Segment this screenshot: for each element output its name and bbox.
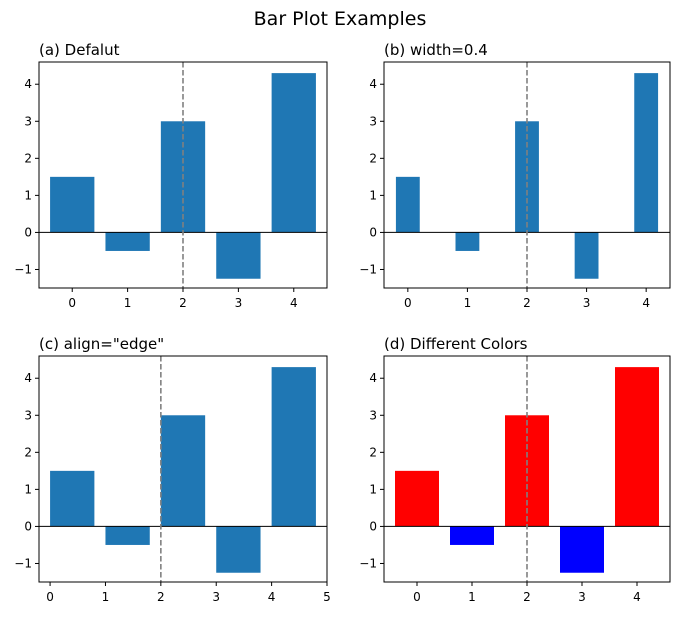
y-tick-label: −1 bbox=[359, 262, 377, 276]
y-tick-label: 4 bbox=[24, 77, 32, 91]
y-tick-label: −1 bbox=[359, 556, 377, 570]
y-tick-label: 4 bbox=[24, 371, 32, 385]
panel-title: (d) Different Colors bbox=[384, 335, 528, 353]
y-tick-label: 0 bbox=[369, 519, 377, 533]
y-tick-label: 1 bbox=[369, 188, 377, 202]
x-tick-label: 1 bbox=[124, 296, 132, 310]
chart-panel-4: (d) Different Colors 0 1 2 3 4 −1 0 1 2 3 4 bbox=[359, 335, 671, 604]
x-tick-label: 4 bbox=[268, 590, 276, 604]
bar bbox=[574, 232, 599, 279]
y-tick-label: 1 bbox=[369, 482, 377, 496]
y-tick-label: 0 bbox=[24, 519, 32, 533]
y-tick-label: 0 bbox=[369, 225, 377, 239]
y-tick-label: 1 bbox=[24, 188, 32, 202]
bar bbox=[450, 526, 494, 545]
x-tick-label: 2 bbox=[523, 296, 531, 310]
y-tick-label: −1 bbox=[14, 262, 32, 276]
x-tick-label: 4 bbox=[642, 296, 650, 310]
y-tick-label: 4 bbox=[369, 371, 377, 385]
bar bbox=[634, 73, 659, 233]
panel-title: (a) Defalut bbox=[39, 41, 120, 59]
bar bbox=[615, 367, 659, 527]
bar bbox=[216, 526, 261, 573]
x-tick-label: 2 bbox=[179, 296, 187, 310]
bar bbox=[105, 526, 150, 545]
x-tick-label: 3 bbox=[235, 296, 243, 310]
bar bbox=[50, 176, 95, 233]
bar bbox=[105, 232, 150, 251]
x-tick-label: 0 bbox=[68, 296, 76, 310]
y-tick-label: 3 bbox=[24, 408, 32, 422]
figure-title: Bar Plot Examples bbox=[254, 8, 427, 30]
y-tick-label: 4 bbox=[369, 77, 377, 91]
y-tick-label: 1 bbox=[24, 482, 32, 496]
chart-panel-3: (c) align="edge" 0 1 2 3 4 5 −1 0 1 2 3 4 bbox=[14, 335, 331, 604]
axes-frame bbox=[38, 355, 328, 583]
x-tick-label: 1 bbox=[102, 590, 110, 604]
bar bbox=[271, 73, 316, 233]
x-tick-label: 4 bbox=[633, 590, 641, 604]
y-tick-label: 2 bbox=[24, 445, 32, 459]
x-tick-label: 4 bbox=[290, 296, 298, 310]
y-tick-label: 3 bbox=[369, 114, 377, 128]
chart-panel-1: (a) Defalut 0 1 2 3 4 −1 0 1 2 3 4 bbox=[14, 41, 328, 310]
x-tick-label: 0 bbox=[413, 590, 421, 604]
panel-title: (b) width=0.4 bbox=[384, 41, 488, 59]
chart-panel-2: (b) width=0.4 0 1 2 3 4 −1 0 1 2 3 4 bbox=[359, 41, 671, 310]
bar bbox=[395, 176, 420, 233]
x-tick-label: 3 bbox=[583, 296, 591, 310]
x-tick-label: 3 bbox=[578, 590, 586, 604]
panel-title: (c) align="edge" bbox=[39, 335, 164, 353]
y-tick-label: 2 bbox=[369, 151, 377, 165]
bar bbox=[50, 470, 95, 527]
y-tick-label: 3 bbox=[24, 114, 32, 128]
x-tick-label: 0 bbox=[404, 296, 412, 310]
x-tick-label: 0 bbox=[46, 590, 54, 604]
x-tick-label: 1 bbox=[468, 590, 476, 604]
bar bbox=[560, 526, 604, 573]
x-tick-label: 5 bbox=[323, 590, 331, 604]
bar bbox=[455, 232, 480, 251]
x-tick-label: 2 bbox=[157, 590, 165, 604]
x-tick-label: 1 bbox=[464, 296, 472, 310]
y-tick-label: 2 bbox=[24, 151, 32, 165]
x-tick-label: 2 bbox=[523, 590, 531, 604]
y-tick-label: 0 bbox=[24, 225, 32, 239]
y-tick-label: 3 bbox=[369, 408, 377, 422]
y-tick-label: −1 bbox=[14, 556, 32, 570]
bar bbox=[395, 470, 439, 527]
bar bbox=[216, 232, 261, 279]
bar bbox=[160, 415, 206, 527]
bar bbox=[271, 367, 316, 527]
x-tick-label: 3 bbox=[212, 590, 220, 604]
panels: (a) Defalut 0 1 2 3 4 −1 0 1 2 3 4 (b) width=0.4 0 1 2 3… bbox=[14, 41, 671, 604]
y-tick-label: 2 bbox=[369, 445, 377, 459]
